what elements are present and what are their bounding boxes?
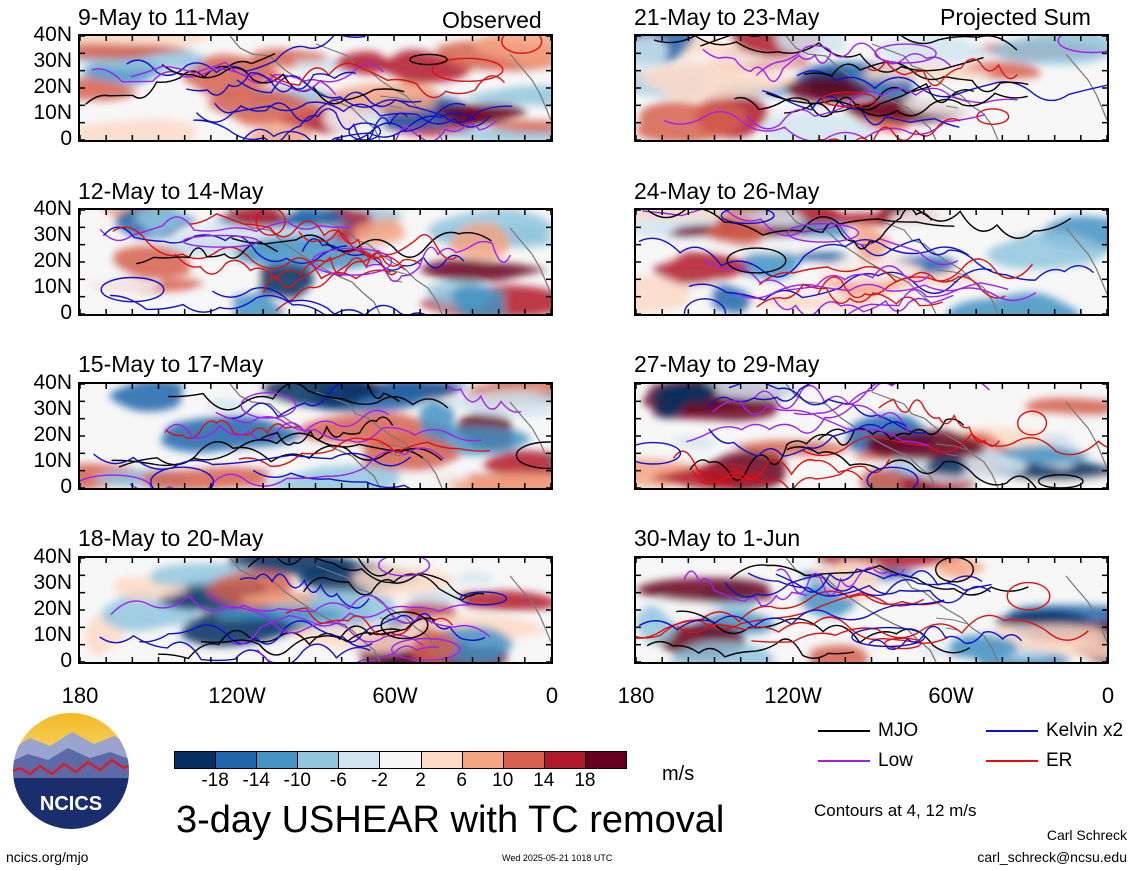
- legend-line-kelvin: [986, 730, 1038, 732]
- colorbar-swatch: [420, 751, 463, 769]
- contours-note: Contours at 4, 12 m/s: [814, 801, 977, 820]
- panel-observed-label: Observed: [442, 7, 542, 33]
- lat-label-row1-10n: 10N: [33, 101, 72, 124]
- legend-label-kelvin: Kelvin x2: [1046, 720, 1124, 741]
- lat-label-row3-40n: 40N: [33, 371, 72, 394]
- footer-author: Carl Schreck: [1046, 827, 1127, 843]
- colorbar-tick-label: -14: [242, 770, 270, 791]
- colorbar-tick-label: -10: [283, 770, 311, 791]
- panel-title-5: 15-May to 17-May: [78, 351, 264, 377]
- lat-label-row1-40n: 40N: [33, 23, 72, 46]
- colorbar-swatch: [297, 751, 340, 769]
- lat-label-row4-30n: 30N: [33, 571, 72, 594]
- map-panel-7: [78, 556, 553, 664]
- lat-label-row2-20n: 20N: [33, 249, 72, 272]
- legend-line-mjo: [818, 730, 870, 732]
- colorbar-tick-label: -18: [201, 770, 229, 791]
- lat-label-row2-10n: 10N: [33, 275, 72, 298]
- panel-title-6: 27-May to 29-May: [634, 351, 820, 377]
- lon-label-60w-right: 60W: [928, 683, 974, 708]
- map-panel-6: [634, 382, 1109, 490]
- ncics-logo: NCICS: [10, 710, 132, 832]
- lat-label-row2-0: 0: [60, 301, 72, 324]
- legend-line-low: [818, 760, 870, 762]
- colorbar-swatch: [174, 751, 217, 769]
- lon-label-180-right: 180: [617, 683, 655, 708]
- footer-url: ncics.org/mjo: [6, 849, 89, 865]
- colorbar-swatch: [379, 751, 422, 769]
- legend-label-mjo: MJO: [878, 720, 919, 741]
- map-panel-3: [78, 208, 553, 316]
- logo-text: NCICS: [40, 793, 102, 815]
- panel-title-2: 21-May to 23-May: [634, 4, 820, 30]
- colorbar-tick-label: -6: [329, 770, 347, 791]
- map-panel-2: [634, 34, 1109, 142]
- legend-label-low: Low: [878, 750, 913, 771]
- colorbar-tick-label: 6: [456, 770, 467, 791]
- lat-label-row4-0: 0: [60, 649, 72, 672]
- panel-title-7: 18-May to 20-May: [78, 525, 264, 551]
- footer-timestamp: Wed 2025-05-21 1018 UTC: [502, 853, 613, 863]
- lon-label-0-left: 0: [545, 683, 559, 708]
- colorbar-swatch: [584, 751, 627, 769]
- colorbar-swatch: [338, 751, 381, 769]
- colorbar-swatch: [543, 751, 586, 769]
- lat-label-row3-0: 0: [60, 475, 72, 498]
- colorbar-swatch: [461, 751, 504, 769]
- colorbar-tick-label: 2: [415, 770, 426, 791]
- colorbar-tick-label: 18: [574, 770, 596, 791]
- colorbar-swatch: [215, 751, 258, 769]
- lat-label-row3-10n: 10N: [33, 449, 72, 472]
- map-panel-5: [78, 382, 553, 490]
- lat-label-row2-30n: 30N: [33, 223, 72, 246]
- lat-label-row1-30n: 30N: [33, 49, 72, 72]
- panel-projected-label: Projected Sum: [940, 4, 1091, 30]
- colorbar-swatch: [256, 751, 299, 769]
- panel-title-4: 24-May to 26-May: [634, 178, 820, 204]
- legend-line-er: [986, 760, 1038, 762]
- map-panel-1: [78, 34, 553, 142]
- lat-label-row4-40n: 40N: [33, 545, 72, 568]
- panel-title-8: 30-May to 1-Jun: [634, 525, 801, 551]
- colorbar-tick-label: -2: [371, 770, 388, 791]
- main-title: 3-day USHEAR with TC removal: [176, 799, 725, 841]
- colorbar-swatch: [502, 751, 545, 769]
- lat-label-row3-20n: 20N: [33, 423, 72, 446]
- lon-label-60w-left: 60W: [372, 683, 418, 708]
- lat-label-row4-10n: 10N: [33, 623, 72, 646]
- lon-label-120w-right: 120W: [764, 683, 822, 708]
- map-panel-8: [634, 556, 1109, 664]
- lat-label-row2-40n: 40N: [33, 197, 72, 220]
- lat-label-row1-0: 0: [60, 127, 72, 150]
- lon-label-0-right: 0: [1101, 683, 1115, 708]
- lat-label-row4-20n: 20N: [33, 597, 72, 620]
- colorbar-units: m/s: [662, 763, 695, 785]
- panel-title-3: 12-May to 14-May: [78, 178, 264, 204]
- lon-label-180-left: 180: [61, 683, 99, 708]
- legend-label-er: ER: [1046, 750, 1073, 771]
- panel-title-1: 9-May to 11-May: [78, 4, 249, 30]
- lat-label-row1-20n: 20N: [33, 75, 72, 98]
- colorbar-tick-label: 14: [533, 770, 555, 791]
- lon-label-120w-left: 120W: [208, 683, 266, 708]
- map-panel-4: [634, 208, 1109, 316]
- footer-email: carl_schreck@ncsu.edu: [977, 849, 1127, 865]
- lat-label-row3-30n: 30N: [33, 397, 72, 420]
- colorbar-tick-label: 10: [492, 770, 514, 791]
